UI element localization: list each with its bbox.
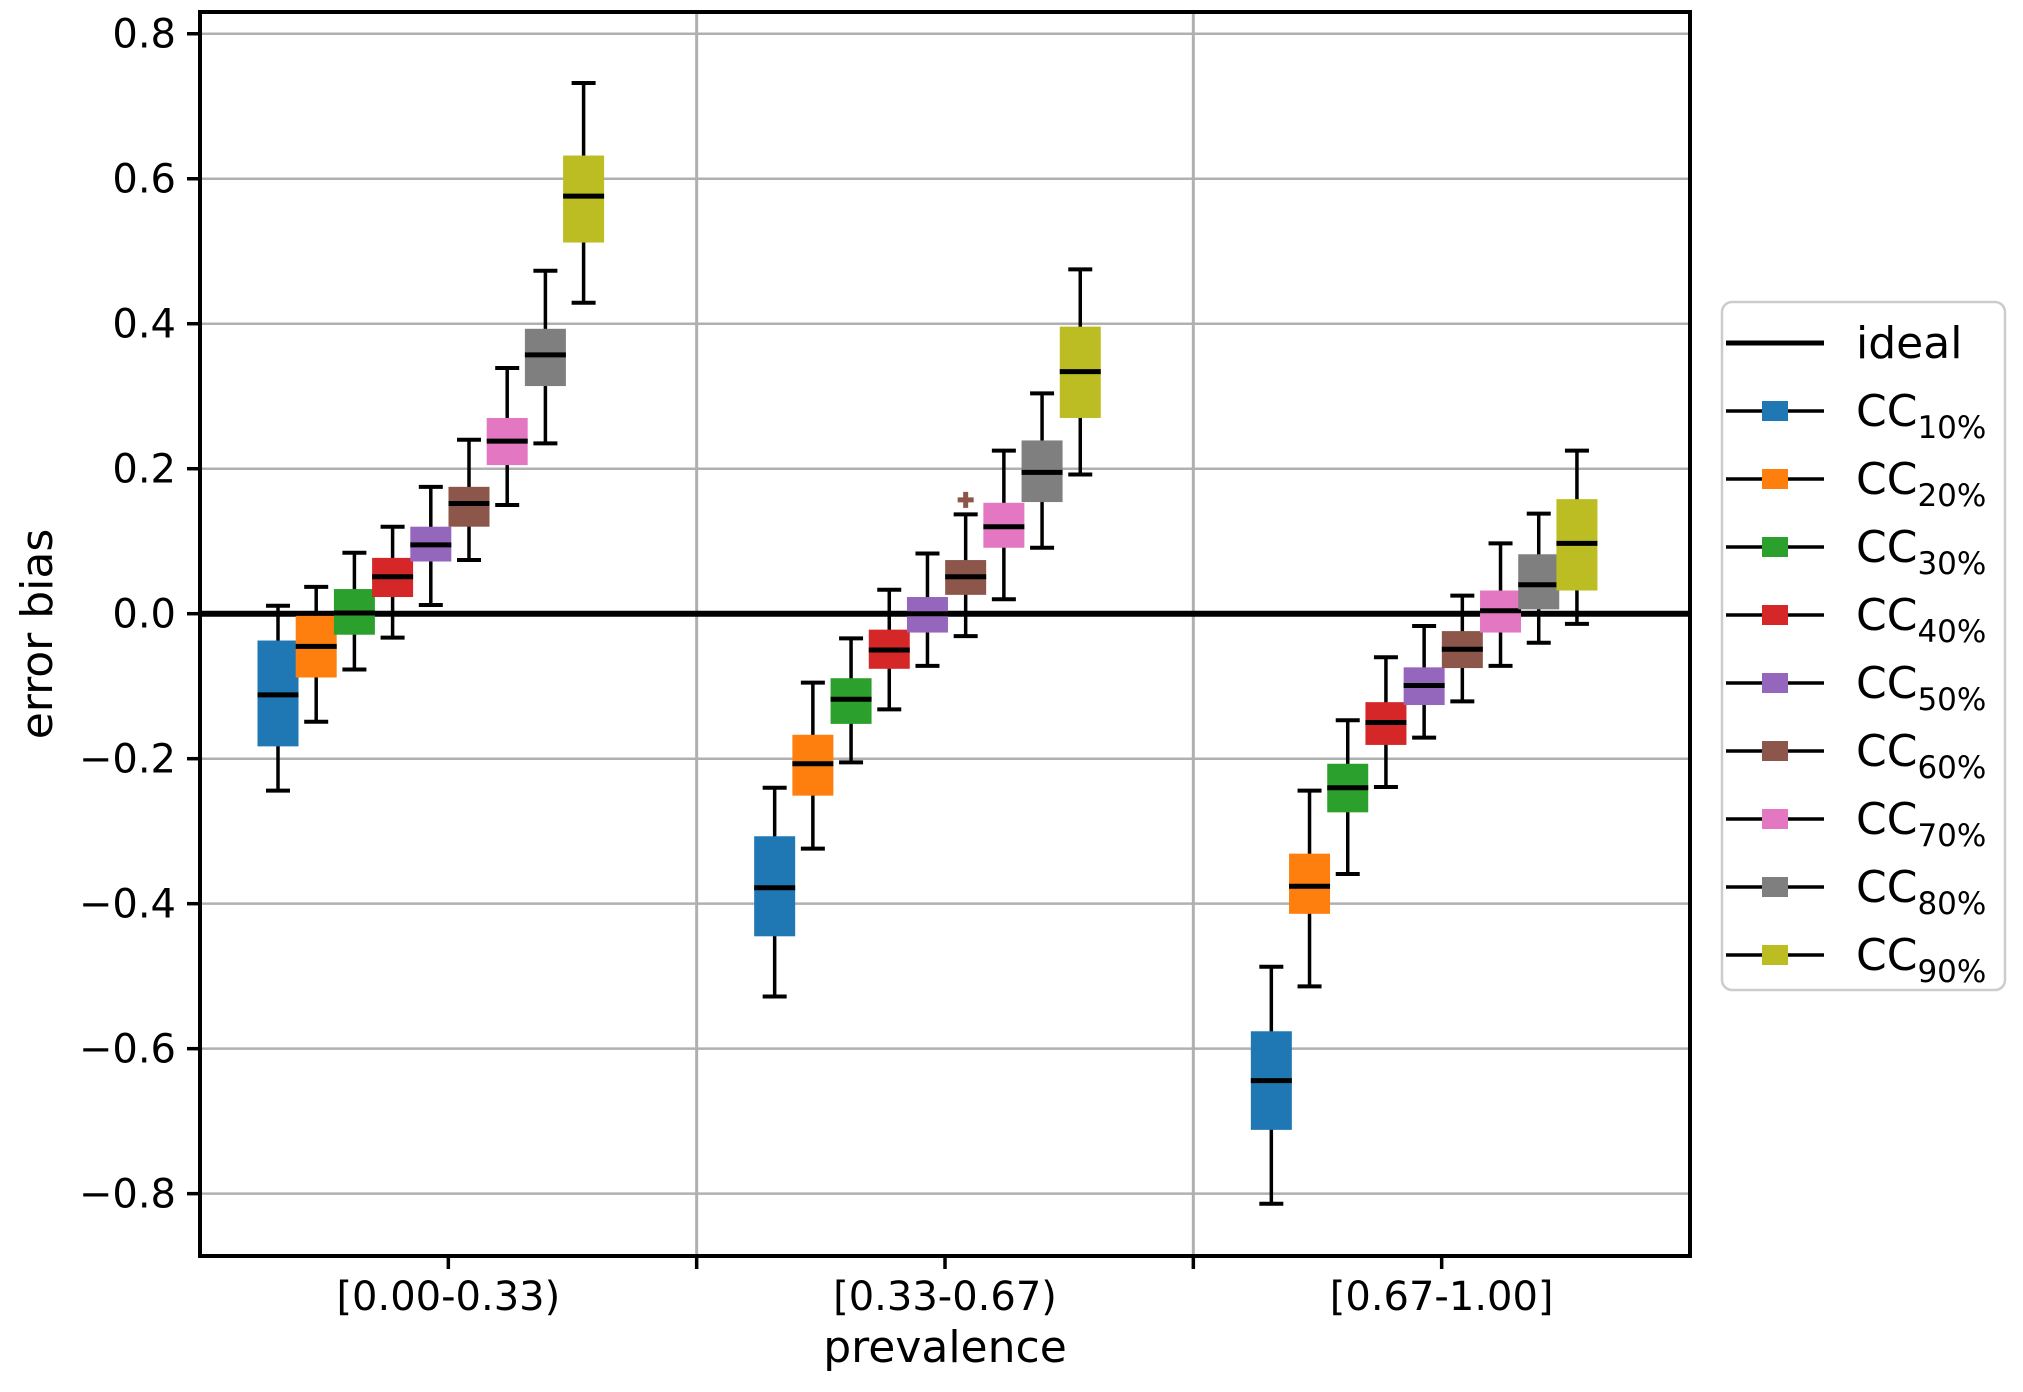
legend-color-marker [1762,809,1788,829]
box-60%-group1 [448,437,490,563]
box-90%-group3 [1556,448,1598,626]
legend-color-marker [1762,401,1788,421]
legend-label-subscript: 20% [1917,478,1986,514]
y-tick-label: −0.4 [79,882,176,928]
box-rect [524,328,566,387]
box-rect [563,155,605,243]
legend-label-subscript: 30% [1917,546,1986,582]
legend: idealCC10%CC20%CC30%CC40%CC50%CC60%CC70%… [1720,300,2007,992]
box-40%-group2 [868,587,910,712]
box-20%-group1 [295,584,337,724]
y-tick-label: 0.8 [112,12,176,58]
box-20%-group3 [1289,788,1331,989]
y-tick-label: 0.0 [112,592,176,638]
legend-entry-ideal: ideal [1726,318,1962,369]
box-50%-group2 [906,551,948,668]
y-tick-label: −0.8 [79,1172,176,1218]
legend-entry-70%: CC70% [1726,794,1986,854]
legend-label: ideal [1856,318,1962,369]
y-tick-label: −0.2 [79,737,176,783]
box-90%-group1 [563,81,605,305]
legend-entry-50%: CC50% [1726,658,1986,718]
box-30%-group3 [1327,718,1369,876]
box-80%-group2 [1021,391,1063,550]
box-90%-group2 [1059,267,1101,477]
y-axis-label: error bias [12,529,63,740]
box-80%-group3 [1518,511,1560,645]
box-70%-group3 [1480,541,1522,668]
legend-color-marker [1762,945,1788,965]
legend-color-marker [1762,673,1788,693]
x-tick-label: [0.00-0.33) [336,1274,560,1320]
box-60%-group3 [1441,593,1483,704]
box-20%-group2 [792,680,834,851]
legend-color-marker [1762,877,1788,897]
box-60%-group2 [945,491,987,639]
box-rect [1518,554,1560,610]
x-tick-label: [0.67-1.00] [1330,1274,1554,1320]
box-10%-group1 [257,603,299,793]
legend-label-subscript: 40% [1917,614,1986,650]
legend-color-marker [1762,605,1788,625]
legend-label-subscript: 10% [1917,410,1986,446]
legend-color-marker [1762,741,1788,761]
y-tick-label: −0.6 [79,1027,176,1073]
legend-label-subscript: 80% [1917,886,1986,922]
y-tick-label: 0.4 [112,302,176,348]
box-50%-group1 [410,484,452,608]
box-10%-group3 [1250,964,1292,1206]
box-70%-group1 [486,365,528,507]
x-tick-label: [0.33-0.67) [833,1274,1057,1320]
legend-color-marker [1762,537,1788,557]
box-30%-group1 [333,550,375,672]
box-80%-group1 [524,268,566,446]
box-70%-group2 [983,448,1025,602]
legend-label-subscript: 50% [1917,682,1986,718]
box-10%-group2 [754,785,796,999]
box-50%-group3 [1403,624,1445,740]
legend-label-subscript: 60% [1917,750,1986,786]
x-axis-label: prevalence [823,1322,1067,1373]
box-rect [1289,853,1331,914]
y-tick-label: 0.6 [112,157,176,203]
box-30%-group2 [830,636,872,765]
box-40%-group3 [1365,655,1407,789]
legend-label: CC50% [1856,658,1986,718]
y-tick-label: 0.2 [112,447,176,493]
box-40%-group1 [372,524,414,640]
legend-color-marker [1762,469,1788,489]
legend-label-subscript: 70% [1917,818,1986,854]
box-rect [448,486,490,527]
legend-label-subscript: 90% [1917,954,1986,990]
